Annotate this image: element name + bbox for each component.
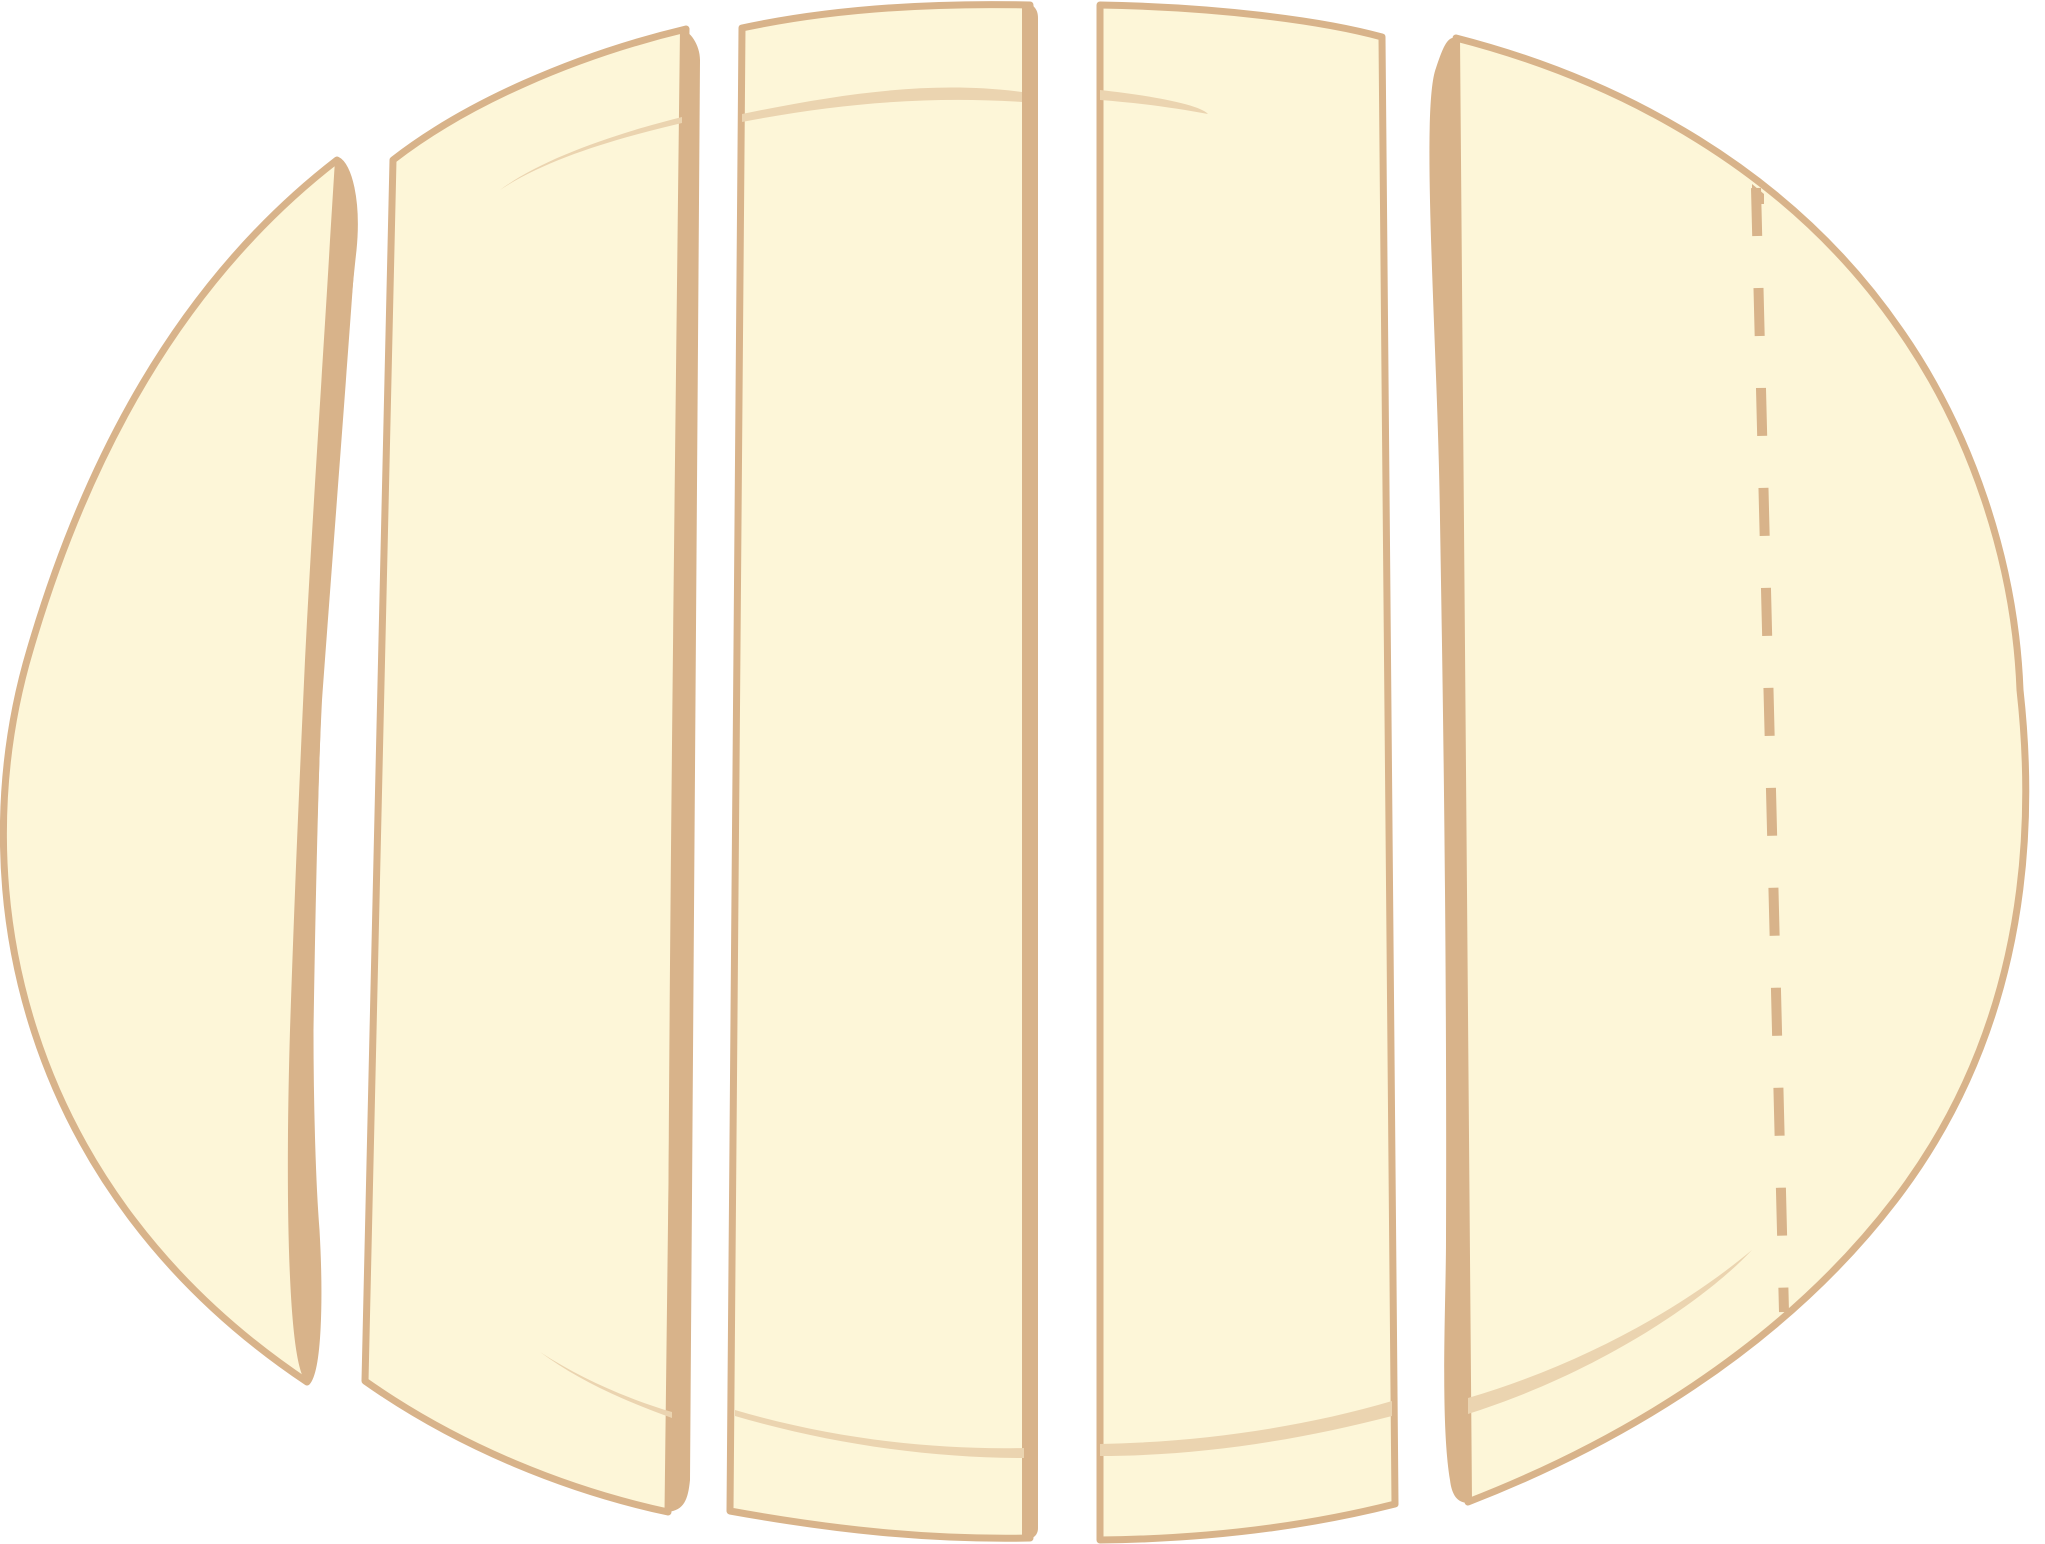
slice-3 [726,1,1038,1542]
slice-5 [1429,34,2030,1506]
slice-1 [0,156,358,1386]
slice-4-top-highlight [1100,90,1208,114]
slice-4-body [1096,1,1399,1544]
slice-2-body [361,25,690,1516]
slice-2-bottom-highlight [540,1352,672,1418]
slice-5-fold-mark [1751,187,1789,1313]
slice-1-cut-edge [287,160,356,1382]
slice-3-top-highlight [742,87,1022,122]
slice-2-cut-edge [668,29,700,1512]
slice-5-fold-mark-cap [1752,184,1764,204]
slice-5-cut-edge [1429,38,1472,1503]
slice-5-body [1452,34,2030,1506]
slice-3-bottom-highlight [735,1410,1024,1458]
slice-3-body [726,1,1034,1542]
slice-2 [361,25,700,1516]
slice-4-bottom-highlight [1100,1401,1392,1456]
slice-2-top-highlight [500,117,682,190]
slice-5-bottom-highlight [1468,1250,1752,1414]
slice-3-cut-edge [1022,5,1038,1540]
slice-4 [1096,1,1399,1544]
